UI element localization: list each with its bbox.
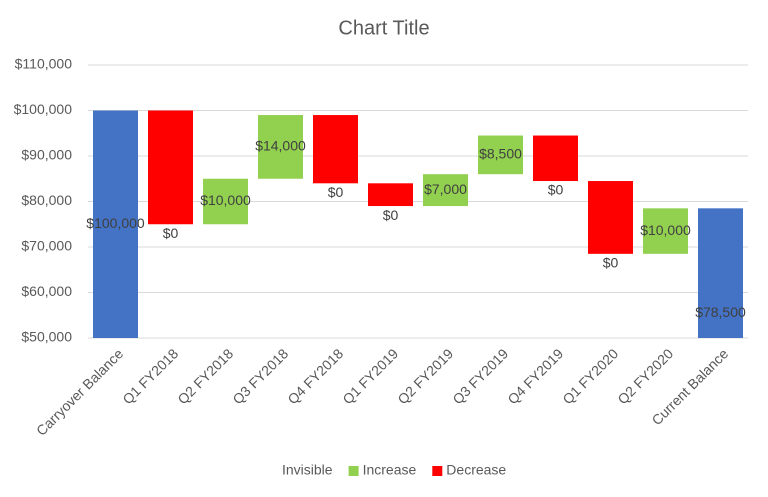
bar-increase — [258, 115, 303, 179]
bar-invisible — [93, 110, 138, 338]
data-label: $0 — [383, 207, 399, 223]
bar-decrease — [148, 110, 193, 225]
data-label: $78,500 — [695, 304, 746, 320]
bar-decrease — [533, 135, 578, 182]
legend-label: Decrease — [446, 462, 506, 478]
legend-swatch — [432, 466, 443, 476]
legend-label: Invisible — [282, 462, 333, 478]
y-tick-label: $110,000 — [15, 56, 73, 72]
data-label: $100,000 — [86, 215, 145, 231]
data-label: $14,000 — [255, 138, 306, 154]
bar-increase — [423, 174, 468, 207]
chart-title: Chart Title — [338, 17, 429, 39]
y-tick-label: $60,000 — [21, 283, 72, 299]
legend-label: Increase — [363, 462, 417, 478]
data-label: $0 — [163, 225, 179, 241]
bar-increase — [643, 208, 688, 254]
data-label: $7,000 — [424, 181, 467, 197]
bar-invisible — [698, 208, 743, 338]
data-label: $8,500 — [479, 146, 522, 162]
y-tick-label: $80,000 — [21, 192, 72, 208]
y-tick-label: $50,000 — [21, 329, 72, 345]
data-label: $10,000 — [640, 222, 691, 238]
bar-decrease — [313, 115, 358, 184]
data-label: $0 — [328, 184, 344, 200]
bar-increase — [478, 135, 523, 175]
y-tick-label: $100,000 — [14, 101, 73, 117]
bar-decrease — [588, 181, 633, 254]
data-label: $10,000 — [200, 192, 251, 208]
y-tick-label: $70,000 — [21, 238, 72, 254]
bar-increase — [203, 178, 248, 225]
bar-decrease — [368, 183, 413, 207]
y-tick-label: $90,000 — [21, 147, 72, 163]
data-label: $0 — [603, 255, 619, 271]
data-label: $0 — [548, 182, 564, 198]
legend-swatch — [348, 466, 359, 476]
